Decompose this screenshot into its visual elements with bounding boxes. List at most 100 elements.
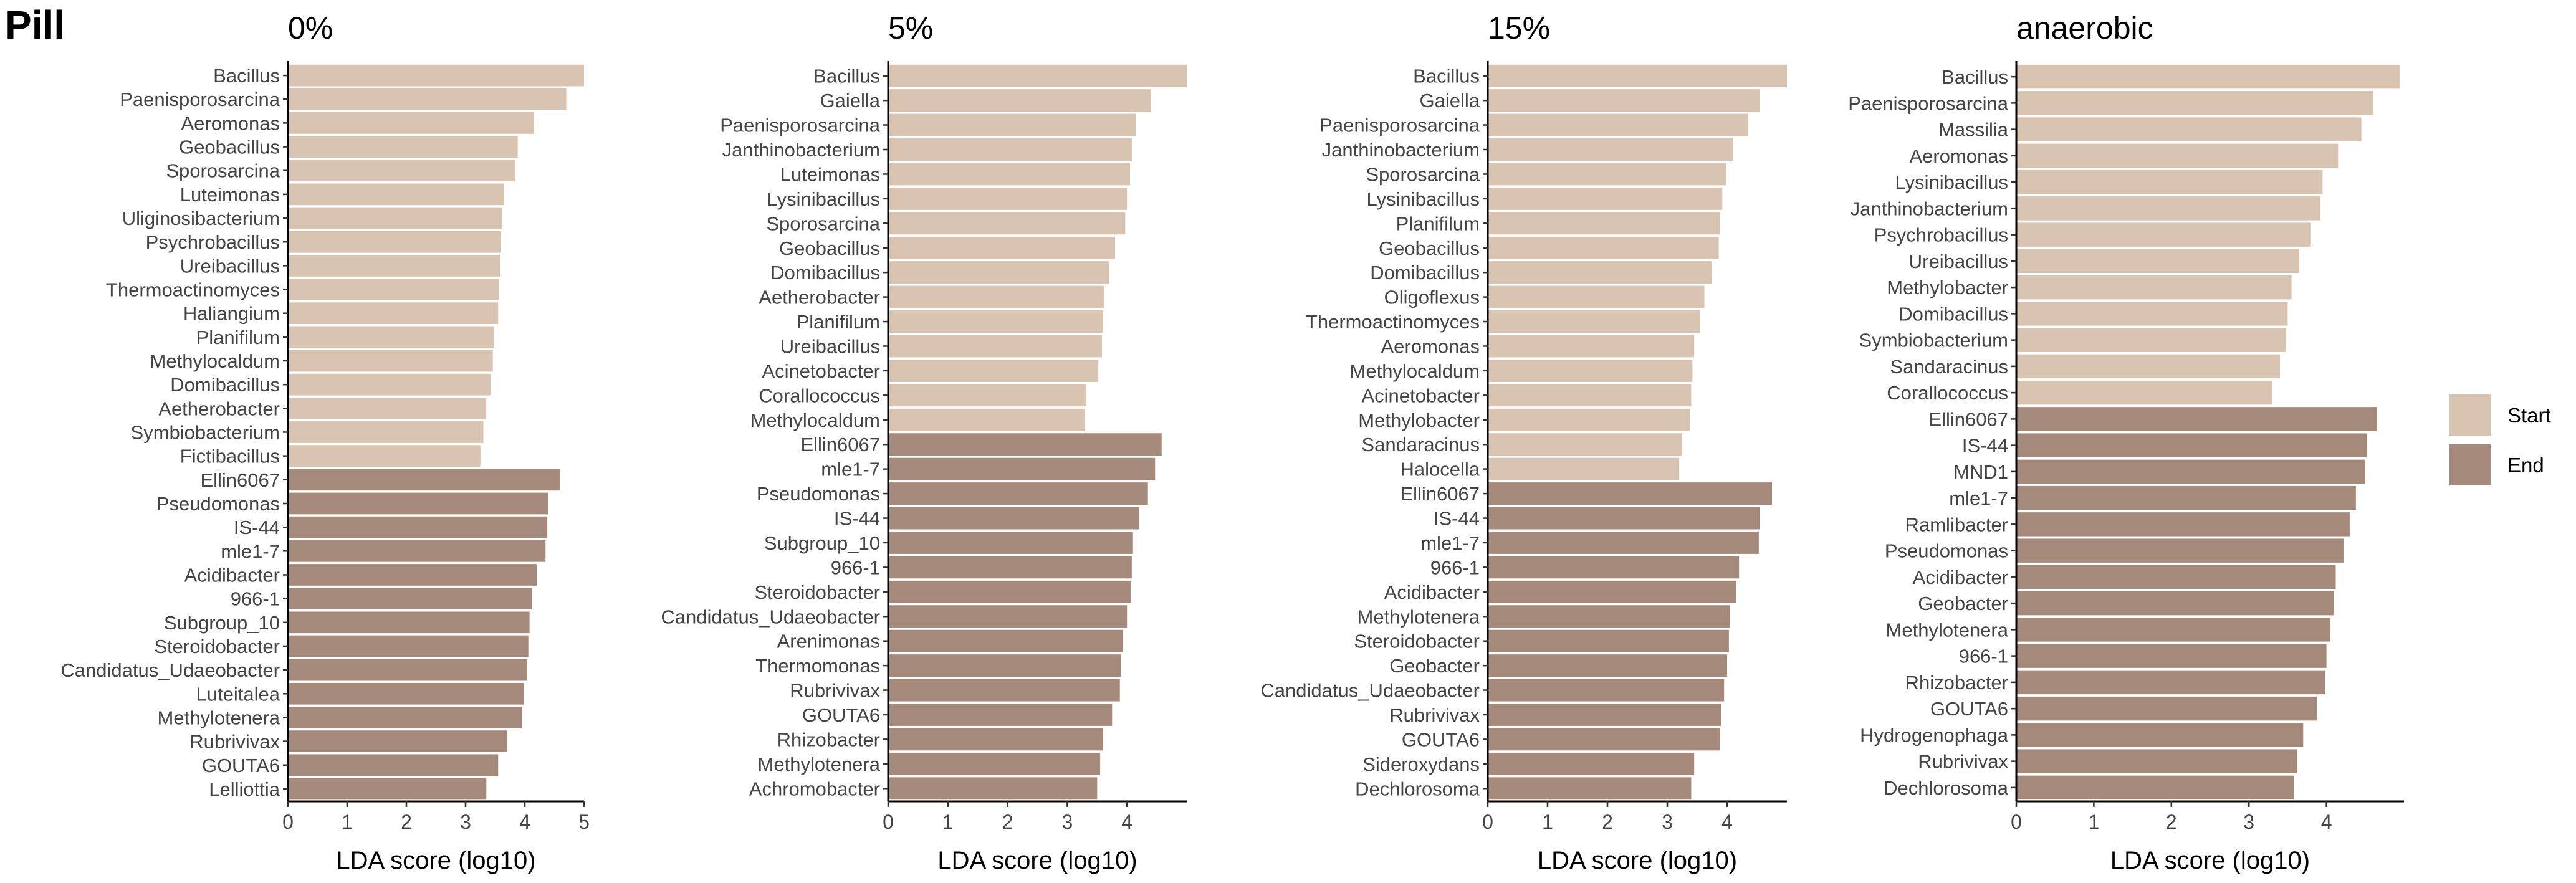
bar-start bbox=[288, 160, 515, 182]
bar-start bbox=[1488, 310, 1700, 333]
x-tick-label: 3 bbox=[1662, 811, 1673, 833]
panel-4: anaerobic Bacillus Paenisporosarcina Massil… bbox=[1848, 11, 2404, 874]
category-label: Thermoactinomyces bbox=[106, 279, 280, 301]
category-label: Pseudomonas bbox=[156, 493, 280, 515]
bar-end bbox=[888, 556, 1132, 579]
category-label: Ureibacillus bbox=[1908, 251, 2008, 272]
category-label: Lysinibacillus bbox=[767, 188, 881, 210]
category-label: Methylobacter bbox=[1887, 277, 2008, 298]
bar-end bbox=[2016, 407, 2377, 431]
bar-start bbox=[288, 350, 493, 372]
bar-start bbox=[2016, 169, 2323, 194]
category-label: 966-1 bbox=[1959, 646, 2008, 667]
bar-start bbox=[888, 285, 1104, 308]
bar-start bbox=[2016, 91, 2373, 115]
panel-title: 5% bbox=[888, 11, 933, 45]
bar-end bbox=[2016, 775, 2294, 800]
legend-swatch-start bbox=[2449, 394, 2491, 436]
category-label: Paenisporosarcina bbox=[720, 115, 881, 136]
category-label: Thermoactinomyces bbox=[1306, 311, 1480, 333]
bar-end bbox=[2016, 433, 2367, 457]
category-label: Geobacillus bbox=[179, 136, 280, 158]
bar-start bbox=[2016, 143, 2339, 168]
category-label: Acidibacter bbox=[1913, 566, 2008, 588]
category-label: Pseudomonas bbox=[757, 483, 880, 505]
category-label: IS-44 bbox=[1434, 508, 1480, 530]
category-label: Domibacillus bbox=[1898, 303, 2008, 325]
bar-start bbox=[2016, 117, 2362, 141]
category-label: Ureibacillus bbox=[780, 335, 880, 357]
x-tick-label: 0 bbox=[1482, 811, 1493, 833]
category-label: Sporosarcina bbox=[166, 160, 280, 182]
category-label: Haliangium bbox=[183, 303, 280, 325]
bar-end bbox=[888, 457, 1156, 480]
bar-start bbox=[1488, 113, 1748, 136]
bar-end bbox=[2016, 591, 2335, 616]
bar-end bbox=[1488, 728, 1720, 751]
category-label: Candidatus_Udaeobacter bbox=[661, 606, 880, 628]
category-label: Achromobacter bbox=[749, 778, 880, 799]
category-label: Sporosarcina bbox=[766, 212, 880, 234]
panel-1: 0% BacillusPaenisporosarcinaAeromonasGeob… bbox=[60, 11, 589, 874]
category-label: Bacillus bbox=[1942, 66, 2008, 88]
bar-end bbox=[2016, 485, 2356, 510]
category-label: Corallococcus bbox=[759, 384, 880, 406]
category-label: Janthinobacterium bbox=[1322, 139, 1480, 161]
category-label: Dechlorosoma bbox=[1884, 777, 2009, 799]
bar-start bbox=[1488, 138, 1733, 161]
x-tick-label: 3 bbox=[460, 811, 471, 833]
bar-end bbox=[888, 728, 1103, 751]
bar-start bbox=[1488, 384, 1692, 407]
bar-end bbox=[1488, 704, 1721, 726]
category-label: Symbiobacterium bbox=[1859, 330, 2008, 351]
category-label: mle1-7 bbox=[821, 459, 880, 480]
bar-start bbox=[888, 384, 1087, 407]
bar-start bbox=[2016, 302, 2288, 326]
x-tick-label: 2 bbox=[2166, 811, 2177, 833]
category-label: Rhizobacter bbox=[777, 728, 880, 750]
category-label: Rhizobacter bbox=[1905, 672, 2008, 694]
x-tick-label: 2 bbox=[1002, 811, 1013, 833]
legend-label-start: Start bbox=[2507, 404, 2551, 427]
category-label: Sporosarcina bbox=[1366, 163, 1480, 185]
bar-start bbox=[288, 64, 584, 87]
category-label: Ellin6067 bbox=[800, 434, 880, 456]
category-label: Subgroup_10 bbox=[164, 612, 280, 634]
bar-end bbox=[1488, 507, 1760, 530]
bar-end bbox=[2016, 538, 2344, 563]
bar-end bbox=[1488, 532, 1759, 554]
category-label: Aetherobacter bbox=[158, 398, 280, 419]
bar-start bbox=[288, 255, 500, 277]
category-label: Paenisporosarcina bbox=[120, 88, 280, 110]
bar-end bbox=[888, 654, 1121, 677]
bar-start bbox=[888, 408, 1086, 431]
category-label: mle1-7 bbox=[1420, 532, 1480, 554]
bar-end bbox=[2016, 670, 2325, 695]
category-label: Subgroup_10 bbox=[764, 532, 880, 554]
x-tick-label: 2 bbox=[1602, 811, 1613, 833]
category-label: Lelliottia bbox=[209, 778, 280, 800]
category-label: Acidibacter bbox=[184, 564, 280, 586]
category-label: Luteitalea bbox=[196, 683, 280, 705]
category-label: Aeromonas bbox=[1381, 335, 1480, 357]
category-label: Thermomonas bbox=[755, 655, 880, 677]
category-label: Methylotenera bbox=[758, 753, 881, 775]
category-label: Planifilum bbox=[196, 327, 280, 348]
bar-end bbox=[288, 778, 487, 800]
bar-start bbox=[888, 212, 1126, 235]
x-tick-label: 4 bbox=[1121, 811, 1132, 833]
x-axis-title: LDA score (log10) bbox=[2110, 847, 2310, 874]
bar-end bbox=[1488, 777, 1692, 800]
x-tick-label: 1 bbox=[2089, 811, 2100, 833]
bar-start bbox=[288, 326, 494, 348]
bar-start bbox=[288, 207, 502, 229]
category-label: Aetherobacter bbox=[759, 287, 880, 308]
x-tick-label: 4 bbox=[2321, 811, 2332, 833]
x-axis-title: LDA score (log10) bbox=[336, 847, 535, 874]
bar-end bbox=[288, 659, 527, 681]
category-label: Steroidobacter bbox=[154, 636, 280, 657]
bar-end bbox=[288, 492, 548, 515]
bar-start bbox=[1488, 261, 1712, 284]
category-label: Acinetobacter bbox=[762, 360, 880, 382]
category-label: Janthinobacterium bbox=[1851, 198, 2008, 219]
